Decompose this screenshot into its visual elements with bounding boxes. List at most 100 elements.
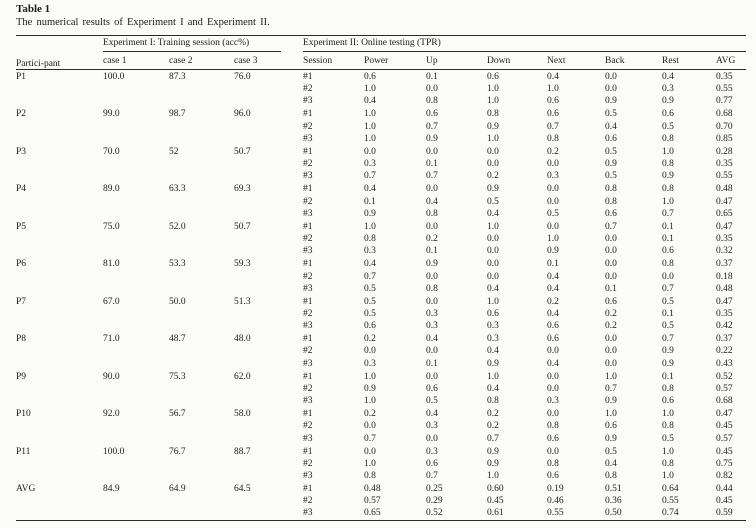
next-cell: 0.46 xyxy=(547,496,564,507)
case3-cell: 50.7 xyxy=(234,221,251,232)
case1-cell xyxy=(103,420,169,432)
case1-cell: 89.0 xyxy=(103,184,120,195)
up-cell: 0.25 xyxy=(426,484,443,495)
up-cell: 0.4 xyxy=(426,334,438,345)
participant-cell xyxy=(16,507,103,520)
back-cell: 0.2 xyxy=(605,308,617,319)
session-cell: #3 xyxy=(303,283,313,294)
down-cell: 0.0 xyxy=(487,234,499,245)
avg-cell: 0.47 xyxy=(716,296,733,307)
power-cell: 0.4 xyxy=(364,96,376,107)
session-cell: #1 xyxy=(303,409,313,420)
participant-cell xyxy=(16,395,103,407)
session-cell: #1 xyxy=(303,296,313,307)
case3-cell xyxy=(234,83,303,95)
back-cell: 0.5 xyxy=(605,146,617,157)
back-cell: 0.8 xyxy=(605,184,617,195)
case2-cell xyxy=(169,507,234,520)
back-cell: 0.2 xyxy=(605,321,617,332)
table-caption: The numerical results of Experiment I an… xyxy=(16,17,270,28)
table-row: P9 90.0 75.3 62.0 #1 1.0 0.0 1.0 0.0 1.0 0.1 0.52 xyxy=(16,370,746,383)
experiment2-group-label: Experiment II: Online testing (TPR) xyxy=(303,38,747,52)
session-cell: #1 xyxy=(303,184,313,195)
case3-cell xyxy=(234,470,303,482)
session-cell: #1 xyxy=(303,221,313,232)
table-header: Partici-pant Experiment I: Training sess… xyxy=(16,35,747,70)
experiment1-group-label: Experiment I: Training session (acc%) xyxy=(103,38,282,52)
table-row: P5 75.0 52.0 50.7 #1 1.0 0.0 1.0 0.0 0.7 0.1 0.47 xyxy=(16,220,746,233)
case2-cell: 75.3 xyxy=(169,371,186,382)
up-cell: 0.3 xyxy=(426,308,438,319)
case1-cell: 100.0 xyxy=(103,72,125,82)
power-cell: 0.7 xyxy=(364,433,376,444)
table-row: #2 0.7 0.0 0.0 0.4 0.0 0.0 0.18 xyxy=(16,271,746,283)
participant-cell xyxy=(16,458,103,470)
session-cell: #3 xyxy=(303,246,313,257)
power-cell: 0.5 xyxy=(364,283,376,294)
rest-cell: 0.8 xyxy=(662,383,674,394)
case3-cell xyxy=(234,345,303,357)
avg-cell: 0.75 xyxy=(716,458,733,469)
avg-cell: 0.37 xyxy=(716,334,733,345)
case2-cell xyxy=(169,358,234,370)
table-row: P11 100.0 76.7 88.7 #1 0.0 0.3 0.9 0.0 0.5 1.0 0.45 xyxy=(16,445,746,458)
case1-cell xyxy=(103,507,169,520)
case3-cell xyxy=(234,283,303,295)
rest-cell: 1.0 xyxy=(662,196,674,207)
participant-cell xyxy=(16,170,103,182)
back-cell: 0.0 xyxy=(605,246,617,257)
session-cell: #1 xyxy=(303,72,313,82)
back-cell: 0.0 xyxy=(605,72,617,82)
power-cell: 0.8 xyxy=(364,471,376,481)
rest-cell: 0.8 xyxy=(662,133,674,144)
case3-cell xyxy=(234,233,303,245)
up-cell: 0.1 xyxy=(426,72,438,82)
avg-cell: 0.32 xyxy=(716,246,733,257)
participant-cell xyxy=(16,283,103,295)
case2-cell xyxy=(169,345,234,357)
next-cell: 0.1 xyxy=(547,259,559,270)
down-cell: 0.9 xyxy=(487,184,499,195)
avg-cell: 0.45 xyxy=(716,421,733,432)
participant-cell xyxy=(16,308,103,320)
power-cell: 1.0 xyxy=(364,396,376,407)
table-row: #2 0.9 0.6 0.4 0.0 0.7 0.8 0.57 xyxy=(16,383,746,395)
next-cell: 0.55 xyxy=(547,508,564,519)
down-cell: 0.0 xyxy=(487,146,499,157)
down-cell: 0.2 xyxy=(487,409,499,420)
rest-cell: 0.64 xyxy=(662,484,679,495)
up-cell: 0.0 xyxy=(426,84,438,95)
rest-cell: 0.9 xyxy=(662,96,674,107)
participant-cell: P7 xyxy=(16,296,27,307)
next-cell: 0.6 xyxy=(547,96,559,107)
avg-cell: 0.57 xyxy=(716,433,733,444)
session-cell: #2 xyxy=(303,458,313,469)
participant-cell: AVG xyxy=(16,484,36,495)
down-cell: 0.4 xyxy=(487,283,499,294)
rest-cell: 0.55 xyxy=(662,496,679,507)
session-cell: #3 xyxy=(303,358,313,369)
column-header-back: Back xyxy=(605,52,663,70)
down-cell: 1.0 xyxy=(487,371,499,382)
case1-cell xyxy=(103,83,169,95)
session-cell: #3 xyxy=(303,433,313,444)
session-cell: #2 xyxy=(303,196,313,207)
up-cell: 0.1 xyxy=(426,358,438,369)
column-header-down: Down xyxy=(487,52,548,70)
column-header-next: Next xyxy=(547,52,606,70)
avg-cell: 0.77 xyxy=(716,96,733,107)
down-cell: 1.0 xyxy=(487,471,499,481)
column-group-experiment2: Experiment II: Online testing (TPR) xyxy=(303,36,747,52)
up-cell: 0.0 xyxy=(426,271,438,282)
column-header-participant: Partici-pant xyxy=(16,35,103,70)
session-cell: #2 xyxy=(303,496,313,507)
column-header-rest: Rest xyxy=(662,52,717,70)
session-cell: #1 xyxy=(303,109,313,120)
next-cell: 0.19 xyxy=(547,484,564,495)
participant-cell xyxy=(16,420,103,432)
session-cell: #2 xyxy=(303,271,313,282)
back-cell: 0.1 xyxy=(605,283,617,294)
down-cell: 0.0 xyxy=(487,259,499,270)
case3-cell xyxy=(234,158,303,170)
case3-cell: 62.0 xyxy=(234,371,251,382)
